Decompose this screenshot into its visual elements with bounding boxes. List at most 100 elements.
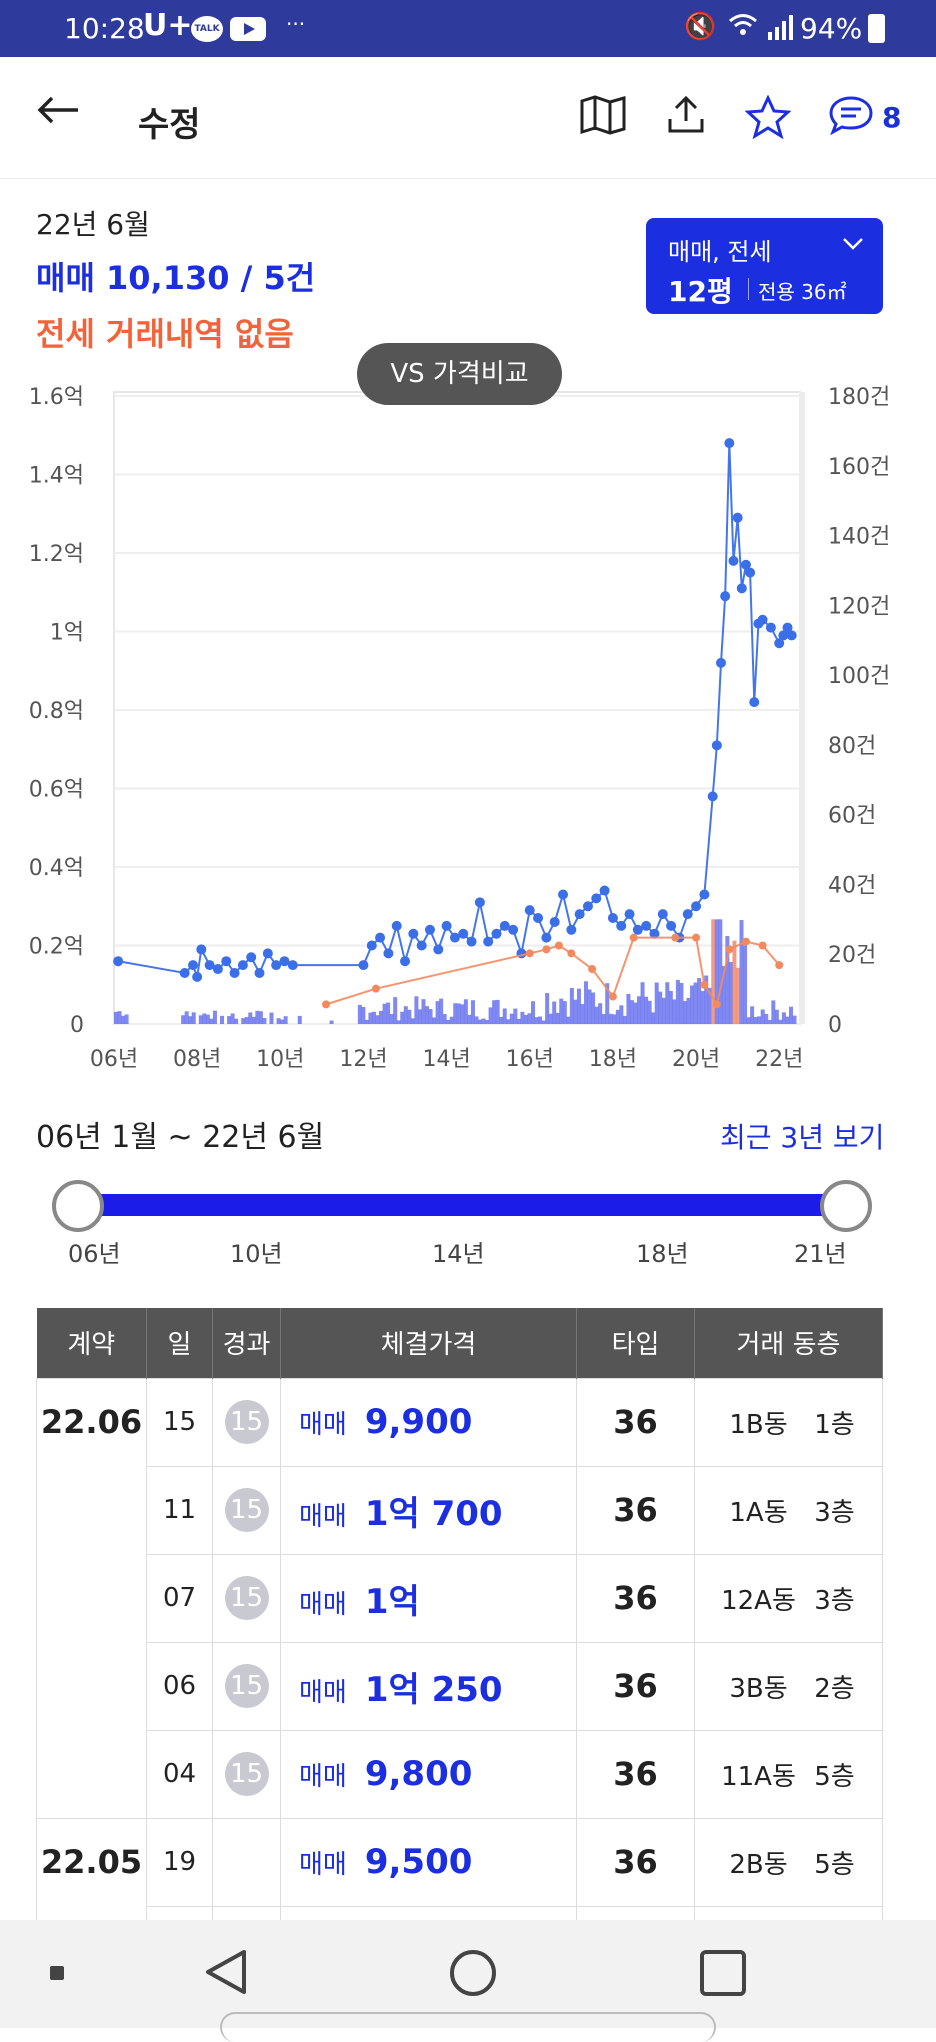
table-row[interactable]: 07 15 매매 1억 36 12A동 3층 [37, 1553, 883, 1643]
vs-compare-button[interactable]: VS 가격비교 [357, 343, 562, 405]
summary-month: 22년 6월 [36, 208, 150, 241]
nav-dot-icon[interactable] [50, 1966, 64, 1980]
share-icon[interactable] [666, 95, 706, 139]
volume-bar [584, 981, 589, 1024]
comment-count[interactable]: 8 [882, 101, 902, 134]
comment-icon[interactable] [828, 95, 874, 139]
sale-price-point [728, 555, 739, 566]
lease-price-point [608, 992, 617, 1001]
x-tick-label: 06년 [90, 1047, 138, 1072]
volume-bar [668, 991, 673, 1024]
sale-price-point [782, 622, 793, 633]
volume-bar [647, 1000, 652, 1024]
volume-bar [502, 1008, 507, 1024]
volume-bar [375, 1015, 380, 1024]
star-icon[interactable] [744, 94, 792, 143]
slider-thumb-end[interactable] [820, 1180, 872, 1232]
volume-bar [297, 1015, 302, 1024]
lease-price-point [554, 941, 563, 950]
x-tick-label: 16년 [506, 1047, 554, 1072]
signal-icon [766, 14, 796, 44]
volume-bar [439, 998, 444, 1024]
unit-type: 36 [576, 1377, 695, 1467]
recent-3-years-link[interactable]: 최근 3년 보기 [720, 1121, 885, 1154]
app-bar: 수정 8 [0, 57, 936, 179]
nav-back-icon[interactable] [204, 1948, 248, 2000]
carrier-label: U+ [143, 8, 193, 43]
price-type: 매매 [299, 1410, 347, 1440]
price-value: 9,500 [364, 1842, 473, 1882]
volume-bar [545, 993, 550, 1024]
volume-bar [184, 1011, 189, 1024]
lease-price-point [525, 949, 534, 958]
volume-bar [753, 1016, 758, 1024]
volume-bar [735, 967, 740, 1024]
sale-price-point [204, 960, 215, 971]
volume-bar [746, 1017, 751, 1024]
header-elapsed: 경과 [212, 1308, 281, 1378]
slider-track[interactable] [78, 1194, 848, 1216]
sale-price-point [449, 932, 460, 943]
range-slider[interactable]: 06년 10년 14년 18년 21년 [0, 1170, 936, 1280]
volume-bar [658, 991, 663, 1024]
sale-price-point [366, 940, 377, 951]
type-selector[interactable]: 매매, 전세 12평 전용 36㎡ [646, 218, 883, 314]
table-row[interactable]: 22.05 19 매매 9,500 36 2B동 5층 [36, 1817, 883, 1907]
sale-price-point [466, 936, 477, 947]
volume-bar [538, 1016, 543, 1024]
sale-price-point [582, 901, 593, 912]
volume-bar [453, 1003, 458, 1024]
sale-price-point [458, 928, 469, 939]
sale-price-point [287, 960, 298, 971]
dong: 1B동 [729, 1409, 788, 1440]
table-row[interactable]: 04 15 매매 9,800 36 11A동 5층 [37, 1729, 883, 1819]
elapsed-cell: 15 [212, 1377, 281, 1467]
chevron-down-icon [842, 232, 864, 257]
volume-bar [527, 1013, 532, 1024]
nav-home-icon[interactable] [450, 1950, 496, 1996]
sale-price-point [400, 956, 411, 967]
summary-lease: 전세 거래내역 없음 [36, 315, 294, 353]
volume-bar [605, 983, 610, 1024]
table-row[interactable]: 06 15 매매 1억 250 36 3B동 2층 [37, 1641, 883, 1731]
volume-bar [562, 1001, 567, 1024]
volume-bar [230, 1013, 235, 1024]
volume-bar [329, 1020, 334, 1024]
map-icon[interactable] [580, 95, 626, 139]
volume-bar [750, 1006, 755, 1024]
lease-price-point [567, 949, 576, 958]
nav-recents-icon[interactable] [700, 1950, 746, 1996]
volume-bar [552, 1001, 557, 1024]
price-type: 매매 [299, 1762, 347, 1792]
volume-bar [675, 979, 680, 1024]
elapsed-badge: 15 [224, 1488, 269, 1532]
elapsed-cell: 15 [212, 1465, 281, 1555]
volume-bar [781, 1012, 786, 1024]
volume-bar [778, 1019, 783, 1024]
back-arrow-icon[interactable] [36, 95, 80, 129]
more-notifications-icon: ··· [286, 12, 306, 36]
volume-bar [188, 1016, 193, 1024]
lease-price-point [671, 933, 680, 942]
sale-price-point [416, 940, 427, 951]
deal-day: 07 [146, 1553, 213, 1643]
volume-bar [234, 1018, 239, 1024]
volume-bar [424, 1006, 429, 1024]
volume-bar [559, 998, 564, 1024]
volume-bar [615, 1009, 620, 1024]
floor: 5층 [814, 1849, 855, 1880]
floor: 1층 [814, 1409, 855, 1440]
price-cell: 매매 9,900 [280, 1377, 577, 1467]
y-right-tick-label: 20건 [828, 943, 876, 968]
slider-thumb-start[interactable] [52, 1180, 104, 1232]
price-summary: 22년 6월 매매 10,130 / 5건 전세 거래내역 없음 [36, 203, 315, 355]
table-row[interactable]: 22.06 15 15 매매 9,900 36 1B동 1층 [36, 1377, 883, 1818]
sale-price-point [433, 944, 444, 955]
table-row[interactable]: 11 15 매매 1억 700 36 1A동 3층 [37, 1465, 883, 1555]
volume-bar [506, 1019, 511, 1024]
volume-bar [432, 1017, 437, 1024]
price-chart[interactable]: 1.6억 1.4억 1.2억 1억 0.8억 0.6억 0.4억 0.2억 0 180건 160건 1… [0, 370, 936, 1090]
elapsed-cell: 15 [212, 1729, 281, 1819]
volume-bar [665, 982, 670, 1024]
volume-bar [255, 1010, 260, 1024]
